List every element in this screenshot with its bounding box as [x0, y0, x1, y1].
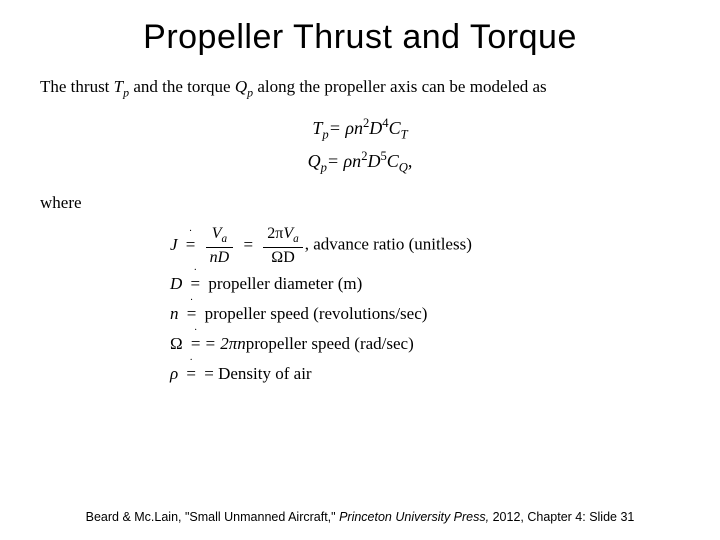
def-n-desc: propeller speed (revolutions/sec) [205, 304, 428, 323]
def-n-sym: n [170, 302, 179, 326]
definitions: J ·= Va nD = 2πVa ΩD , advance ratio (un… [170, 225, 680, 385]
eq1-a: = ρn [329, 116, 363, 141]
defeq-eq: = [186, 364, 196, 383]
def-rho-desc: = Density of air [200, 364, 312, 383]
eq1-lhs: T [312, 116, 322, 141]
frac-J1: Va nD [206, 225, 234, 266]
defeq-icon: ·= [183, 302, 201, 326]
frac-J1-den: nD [206, 248, 234, 267]
eq2-c-sub: Q [399, 161, 408, 175]
eq2-b: D [367, 149, 380, 174]
def-O-rhs: = 2πn [204, 332, 245, 356]
def-n: n ·= propeller speed (revolutions/sec) [170, 302, 680, 326]
where-label: where [40, 191, 680, 215]
eq1-c: C [389, 116, 401, 141]
frac-J2-num-a: 2π [267, 225, 283, 242]
def-omega: Ω ·= = 2πn propeller speed (rad/sec) [170, 332, 680, 356]
frac-J1-num-sub: a [222, 233, 228, 245]
def-rho: ρ ·= = Density of air [170, 362, 680, 386]
frac-J2-den: ΩD [263, 248, 302, 267]
eq-sign: = [239, 235, 257, 254]
def-O-sym: Ω [170, 334, 183, 353]
def-J-sym: J [170, 233, 178, 257]
eq1-b: D [369, 116, 382, 141]
def-rho-sym: ρ [170, 362, 178, 386]
frac-J2-num-sub: a [293, 233, 299, 245]
defeq-icon: ·= [182, 233, 200, 257]
eq1-c-sub: T [401, 128, 408, 142]
def-D-desc: propeller diameter (m) [208, 274, 362, 293]
defeq-eq: = [186, 235, 196, 254]
intro-mid: and the torque [129, 77, 235, 96]
sym-Qp: Q [235, 75, 247, 99]
equation-block: Tp = ρn2D4CT Qp = ρn2D5CQ, [40, 115, 680, 177]
eq2-tail: , [408, 151, 413, 171]
defeq-icon: ·= [187, 272, 205, 296]
defeq-icon: ·= [182, 362, 200, 386]
intro-pre: The thrust [40, 77, 114, 96]
equation-thrust: Tp = ρn2D4CT [40, 115, 680, 144]
frac-J2-num-b: V [283, 225, 293, 243]
intro-post: along the propeller axis can be modeled … [253, 77, 547, 96]
footer-citation-b: Princeton University Press, [339, 510, 489, 524]
footer: Beard & Mc.Lain, "Small Unmanned Aircraf… [0, 510, 720, 524]
defeq-eq: = [191, 334, 201, 353]
def-J-desc: , advance ratio (unitless) [305, 235, 472, 254]
defeq-eq: = [191, 274, 201, 293]
slide: Propeller Thrust and Torque The thrust T… [0, 0, 720, 540]
footer-citation-a: Beard & Mc.Lain, "Small Unmanned Aircraf… [86, 510, 339, 524]
eq2-a: = ρn [327, 149, 361, 174]
footer-citation-c: 2012, Chapter 4: Slide 31 [489, 510, 634, 524]
eq2-lhs: Q [308, 149, 321, 174]
sym-Tp: T [114, 75, 123, 99]
intro-line: The thrust Tp and the torque Qp along th… [40, 75, 680, 101]
slide-body: The thrust Tp and the torque Qp along th… [0, 57, 720, 386]
slide-title: Propeller Thrust and Torque [0, 0, 720, 57]
frac-J2: 2πVa ΩD [263, 225, 302, 266]
eq2-c: C [387, 149, 399, 174]
equation-torque: Qp = ρn2D5CQ, [40, 148, 680, 177]
defeq-icon: ·= [187, 332, 205, 356]
frac-J1-num: V [212, 225, 222, 243]
def-D-sym: D [170, 272, 182, 296]
def-O-desc: propeller speed (rad/sec) [246, 334, 414, 353]
defeq-eq: = [187, 304, 197, 323]
def-J: J ·= Va nD = 2πVa ΩD , advance ratio (un… [170, 225, 680, 266]
def-D: D ·= propeller diameter (m) [170, 272, 680, 296]
